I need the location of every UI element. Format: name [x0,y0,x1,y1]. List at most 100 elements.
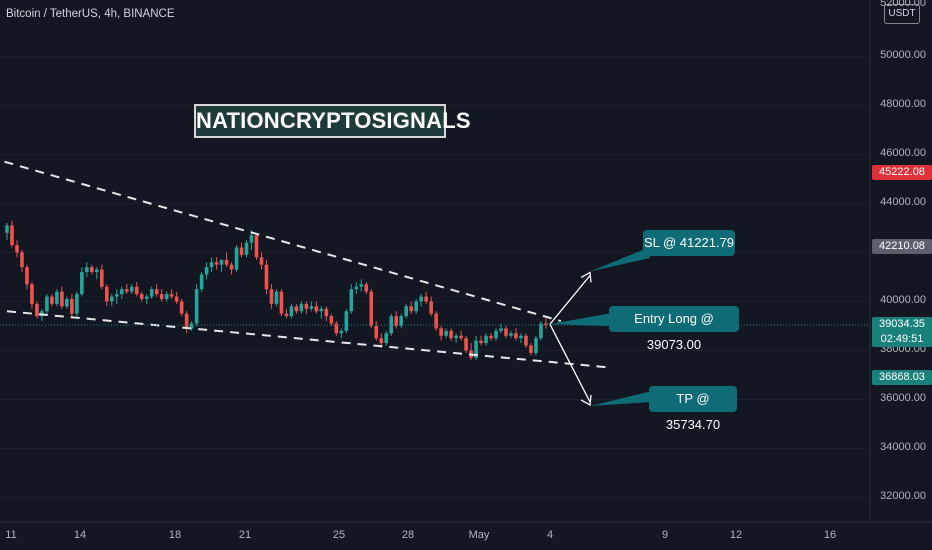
candle-body [499,328,503,331]
price-tick-label: 32000.00 [880,490,926,503]
candle-body [119,289,124,295]
candle-body [509,333,513,336]
candle-body [344,311,349,331]
candle-body [279,291,284,314]
candle-body [529,345,533,353]
candle-body [384,333,389,344]
signal-arrows [549,247,652,407]
candle-body [90,267,94,273]
candle-body [75,294,79,314]
candle-body [424,296,428,302]
price-badge-value: 45222.08 [879,166,925,179]
candle-body [184,313,189,329]
price-badge-value: 36868.03 [879,371,925,384]
candle-body [244,242,249,255]
candle-body [35,303,39,317]
candle-body [65,298,69,307]
candle-body [85,267,89,273]
candle-body [269,289,274,304]
candle-body [209,262,214,268]
candle-body [544,323,548,326]
candle-body [349,289,354,312]
candle-body [354,286,359,290]
trendlines [4,160,611,369]
time-tick-label: 4 [546,529,554,541]
candle-body [479,340,483,344]
candle-body [224,259,229,265]
candlestick-series [5,220,548,361]
currency-label[interactable]: USDT [884,4,920,24]
watermark-banner: NATIONCRYPTOSIGNALS [194,104,471,138]
candle-body [464,338,468,351]
callout-sl: SL @ 41221.79 [643,230,735,256]
candle-body [419,296,423,302]
candle-body [15,245,19,253]
candle-body [514,333,518,339]
candle-body [20,252,24,268]
candle-body [5,225,9,233]
candle-body [284,313,289,317]
candle-body [60,291,64,307]
price-axis-top-label: 52000.00 [880,0,926,9]
candle-body [154,289,159,295]
candle-body [214,262,219,265]
candle-body [199,274,204,290]
candle-body [105,286,109,302]
price-badge-value: 42210.08 [879,240,925,253]
candle-body [144,296,149,299]
candle-body [459,335,463,339]
price-tick-label: 48000.00 [880,98,926,111]
candle-body [399,316,404,326]
price-tick-label: 46000.00 [880,147,926,160]
candle-body [164,294,169,299]
candle-body [489,335,493,339]
time-tick-label: 16 [823,529,837,541]
candle-body [134,286,139,295]
candle-body [484,335,488,344]
price-badge: 36868.03 [872,370,932,386]
candle-body [25,267,29,285]
candle-body [364,284,369,292]
candle-body [339,330,344,334]
candle-body [329,316,334,324]
time-tick-label: 14 [73,529,87,541]
price-badge: 39034.35 02:49:51 [872,317,932,348]
candle-body [374,325,379,339]
candle-body [494,330,498,339]
price-badge: 42210.08 [872,239,932,255]
candle-body [379,338,384,344]
candle-body [249,235,254,243]
candle-body [434,313,438,329]
candle-body [10,225,14,246]
candle-body [259,257,264,265]
sl-arrow [549,275,591,325]
candle-body [70,298,74,314]
tp-arrow-head [580,394,592,407]
candle-body [404,306,408,317]
candle-body [264,264,269,290]
candle-body [439,328,443,336]
price-badge-value: 39034.35 [879,318,925,331]
candle-body [534,338,538,353]
candle-body [414,301,418,312]
time-tick-label: 21 [238,529,252,541]
candle-body [429,301,433,314]
chart-grid [0,55,870,498]
candle-body [394,316,399,326]
candle-body [324,308,329,317]
candle-body [50,296,54,304]
time-tick-label: 11 [5,529,17,541]
price-tick-label: 44000.00 [880,196,926,209]
time-tick-label: 18 [168,529,182,541]
price-badge-countdown: 02:49:51 [880,333,924,346]
chart-title: Bitcoin / TetherUS, 4h, BINANCE [6,8,175,20]
candle-body [189,323,194,329]
candle-body [519,335,523,339]
candle-body [95,269,99,273]
callout-entry-pointer [549,313,612,326]
trendline-lower [6,310,611,369]
candle-body [179,301,184,314]
candle-body [149,289,154,297]
time-tick-label: 9 [661,529,669,541]
